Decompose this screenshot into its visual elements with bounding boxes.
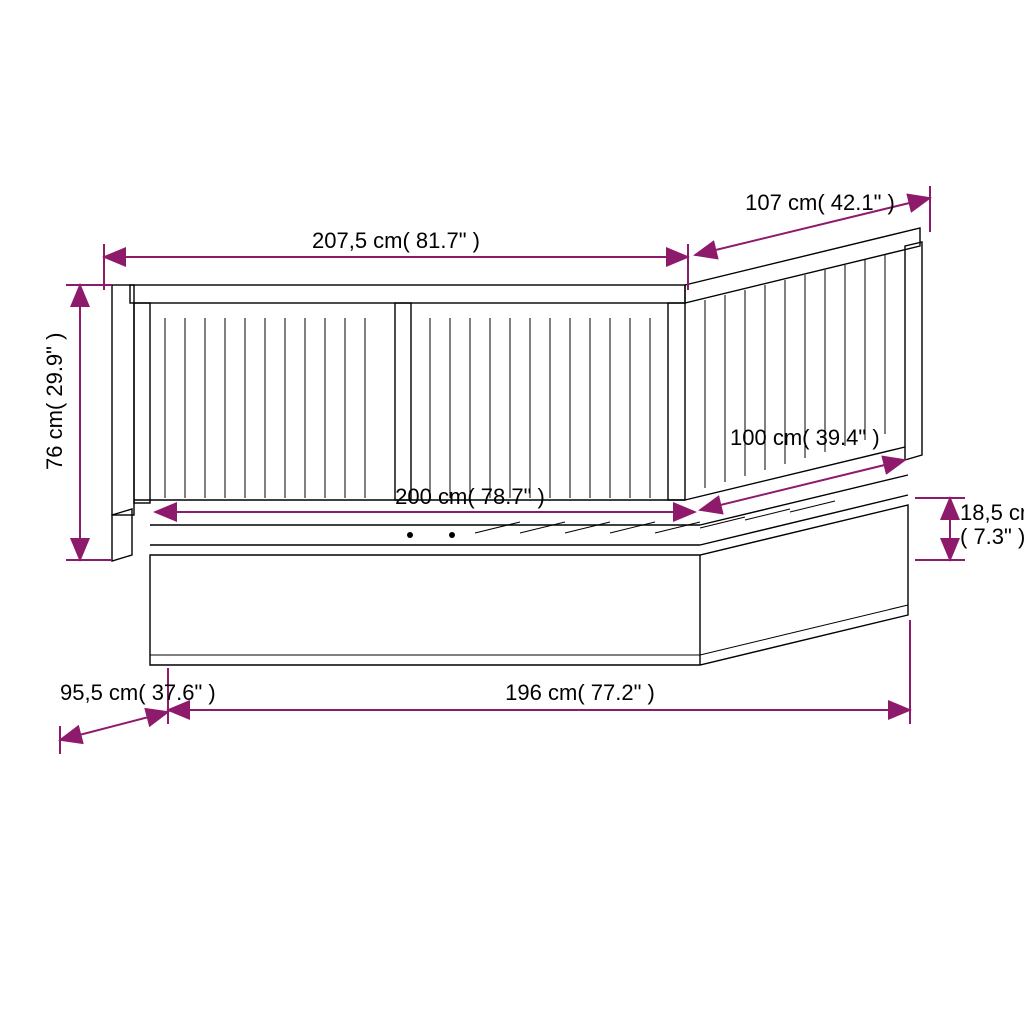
- dim-inner-depth: 100 cm( 39.4" ): [730, 425, 880, 450]
- diagram-canvas: 207,5 cm( 81.7" ) 107 cm( 42.1" ) 76 cm(…: [0, 0, 1024, 1024]
- dim-left-height: 76 cm( 29.9" ): [42, 333, 67, 470]
- dim-top-length: 207,5 cm( 81.7" ): [312, 228, 480, 253]
- dim-inner-length: 200 cm( 78.7" ): [395, 484, 545, 509]
- dim-base-length: 196 cm( 77.2" ): [505, 680, 655, 705]
- dim-top-depth: 107 cm( 42.1" ): [745, 190, 895, 215]
- dim-base-depth: 95,5 cm( 37.6" ): [60, 680, 216, 705]
- dimensions: 207,5 cm( 81.7" ) 107 cm( 42.1" ) 76 cm(…: [42, 186, 965, 754]
- dim-right-gap-line1: 18,5 cm ( 7.3" ): [960, 500, 1024, 549]
